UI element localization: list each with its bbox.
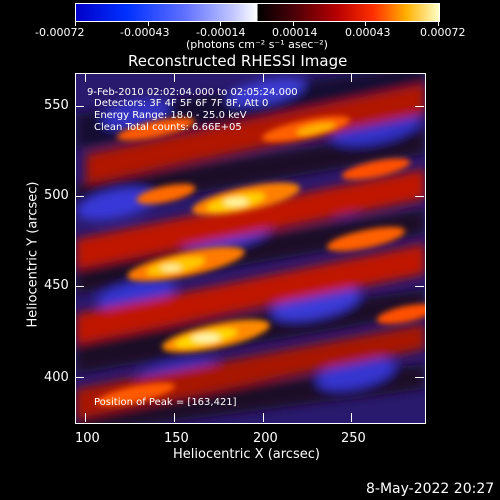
x-tick-label: 250 xyxy=(341,431,366,446)
colorbar-unit-label: (photons cm⁻² s⁻¹ asec⁻²) xyxy=(186,38,328,51)
colorbar-tick-label: -0.00043 xyxy=(120,26,170,39)
colorbar-tick-label: 0.00072 xyxy=(420,26,466,39)
plot-title: Reconstructed RHESSI Image xyxy=(128,52,348,70)
info-line: Energy Range: 18.0 - 25.0 keV xyxy=(94,110,247,121)
y-tick-label: 500 xyxy=(44,188,69,203)
colorbar-tick-label: -0.00014 xyxy=(196,26,246,39)
x-tick-label: 150 xyxy=(164,431,189,446)
info-line: Clean Total counts: 6.66E+05 xyxy=(94,122,242,133)
y-tick-label: 450 xyxy=(44,278,69,293)
x-tick-label: 200 xyxy=(253,431,278,446)
peak-position-label: Position of Peak = [163,421] xyxy=(94,397,237,408)
y-axis-label: Heliocentric Y (arcsec) xyxy=(25,181,41,328)
y-tick-label: 550 xyxy=(44,98,69,113)
colorbar-tick-label: 0.00014 xyxy=(272,26,318,39)
y-tick-label: 400 xyxy=(44,370,69,385)
info-line: 9-Feb-2010 02:02:04.000 to 02:05:24.000 xyxy=(87,87,298,98)
x-tick-label: 100 xyxy=(75,431,100,446)
colorbar-tick-label: -0.00072 xyxy=(35,26,85,39)
rhessi-image xyxy=(75,73,426,424)
info-line: Detectors: 3F 4F 5F 6F 7F 8F, Att 0 xyxy=(94,98,269,109)
footer-timestamp: 8-May-2022 20:27 xyxy=(366,481,495,497)
colorbar xyxy=(75,3,440,22)
colorbar-tick-label: 0.00043 xyxy=(345,26,391,39)
x-axis-label: Heliocentric X (arcsec) xyxy=(173,447,320,462)
